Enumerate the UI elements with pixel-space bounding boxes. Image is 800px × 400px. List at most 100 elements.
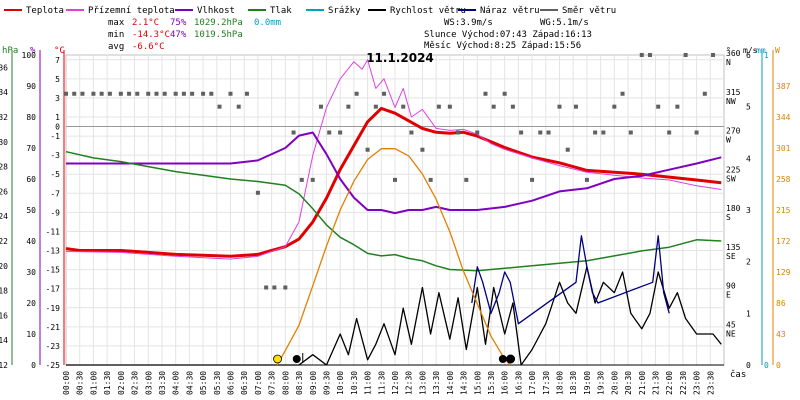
wind-direction-point bbox=[255, 190, 260, 195]
axis-hpa-tick: 1012 bbox=[0, 361, 8, 370]
axis-degc-tick: 7 bbox=[55, 56, 60, 65]
wind-direction-point bbox=[72, 91, 77, 96]
axis-dir-cardinal: NE bbox=[726, 329, 736, 338]
wind-direction-point bbox=[584, 177, 589, 182]
wind-direction-point bbox=[510, 104, 515, 109]
axis-degc-tick: -19 bbox=[46, 304, 61, 313]
axis-wm2-tick: 129 bbox=[776, 268, 791, 277]
stat-min-temp: -14.3°C bbox=[132, 30, 170, 40]
axis-pct-tick: 10 bbox=[26, 330, 36, 339]
x-tick-label: 02:30 bbox=[131, 371, 140, 395]
legend-label: Směr větru bbox=[562, 6, 616, 16]
axis-degc-tick: -5 bbox=[50, 170, 60, 179]
wind-direction-point bbox=[173, 91, 178, 96]
x-tick-label: 16:30 bbox=[514, 371, 523, 395]
axis-dir-tick: 270 bbox=[726, 127, 741, 136]
wind-direction-point bbox=[272, 285, 277, 290]
wind-direction-point bbox=[127, 91, 132, 96]
legend: Teplota Přízemní teplota Vlhkost Tlak Srážky… bbox=[4, 6, 616, 16]
wind-direction-point bbox=[519, 130, 524, 135]
axis-ms-tick: 2 bbox=[746, 258, 751, 267]
wind-direction-point bbox=[612, 104, 617, 109]
axis-wm2-tick: 0 bbox=[776, 361, 781, 370]
axis-pct-tick: 40 bbox=[26, 237, 36, 246]
axis-hpa-tick: 1026 bbox=[0, 187, 8, 196]
stat-max-hum: 75% bbox=[170, 18, 187, 28]
chart-title: 11.1.2024 bbox=[366, 51, 434, 65]
wind-direction-point bbox=[80, 91, 85, 96]
x-tick-label: 04:30 bbox=[185, 371, 194, 395]
wind-direction-point bbox=[420, 147, 425, 152]
wind-direction-point bbox=[647, 53, 652, 57]
axis-hpa-tick: 1028 bbox=[0, 163, 8, 172]
axis-degc-tick: -3 bbox=[50, 151, 60, 160]
axis-mm-label: mm bbox=[756, 46, 766, 55]
axis-ms-tick: 5 bbox=[746, 103, 751, 112]
wind-direction-point bbox=[702, 91, 707, 96]
stat-avg-label: avg bbox=[108, 42, 124, 52]
wind-direction-point bbox=[683, 53, 688, 57]
axis-pct-tick: 90 bbox=[26, 82, 36, 91]
x-tick-label: 13:30 bbox=[432, 371, 441, 395]
wind-direction-point bbox=[346, 104, 351, 109]
axis-hpa-tick: 1030 bbox=[0, 138, 8, 147]
series-p-zemn-teplota bbox=[65, 59, 722, 260]
axis-pct-tick: 60 bbox=[26, 175, 36, 184]
axis-wm2-tick: 344 bbox=[776, 113, 791, 122]
x-tick-label: 08:00 bbox=[281, 371, 290, 395]
x-tick-label: 19:00 bbox=[583, 371, 592, 395]
stats-panel: max 2.1°C 75% 1029.2hPa 0.0mm min -14.3°… bbox=[108, 18, 592, 52]
wind-direction-point bbox=[483, 91, 488, 96]
x-tick-label: 22:30 bbox=[679, 371, 688, 395]
wind-direction-point bbox=[283, 285, 288, 290]
x-tick-label: 17:30 bbox=[542, 371, 551, 395]
x-tick-label: 20:30 bbox=[624, 371, 633, 395]
axis-degc-tick: -15 bbox=[46, 266, 61, 275]
axis-wm2-label: W bbox=[775, 46, 780, 55]
x-tick-label: 04:00 bbox=[172, 371, 181, 395]
x-tick-label: 14:00 bbox=[446, 371, 455, 395]
wind-direction-point bbox=[327, 130, 332, 135]
wind-direction-point bbox=[107, 91, 112, 96]
wind-direction-point bbox=[310, 177, 315, 182]
series-rychlost-v-tru bbox=[66, 266, 722, 366]
axis-ms-tick: 6 bbox=[746, 51, 751, 60]
axes: 00:00 00:30 01:00 01:30 02:00 02:30 03:00 03:30… bbox=[0, 46, 791, 395]
axis-pct-tick: 100 bbox=[22, 51, 37, 60]
axis-ms-tick: 3 bbox=[746, 206, 751, 215]
x-tick-label: 05:30 bbox=[213, 371, 222, 395]
axis-dir-cardinal: E bbox=[726, 291, 731, 300]
axis-degc-tick: 1 bbox=[55, 113, 60, 122]
x-tick-label: 10:30 bbox=[350, 371, 359, 395]
x-tick-label: 18:00 bbox=[556, 371, 565, 395]
wind-direction-point bbox=[318, 104, 323, 109]
axis-degc-tick: 3 bbox=[55, 94, 60, 103]
axis-wm2-tick: 215 bbox=[776, 206, 791, 215]
wind-direction-point bbox=[338, 130, 343, 135]
wind-direction-point bbox=[546, 130, 551, 135]
axis-degc-tick: -9 bbox=[50, 208, 60, 217]
wind-direction-point bbox=[656, 104, 661, 109]
wind-direction-point bbox=[538, 130, 543, 135]
axis-hpa-tick: 1020 bbox=[0, 262, 8, 271]
axis-pct-tick: 20 bbox=[26, 299, 36, 308]
series-vlhkost bbox=[66, 131, 722, 215]
wind-direction-point bbox=[694, 130, 699, 135]
axis-ms-tick: 4 bbox=[746, 154, 751, 163]
x-tick-label: 12:00 bbox=[391, 371, 400, 395]
wind-direction-point bbox=[209, 91, 214, 96]
x-tick-label: 07:30 bbox=[268, 371, 277, 395]
axis-dir-cardinal: S bbox=[726, 213, 731, 222]
axis-degc-tick: -25 bbox=[46, 361, 61, 370]
series-layer bbox=[64, 53, 722, 366]
wind-direction-point bbox=[162, 91, 167, 96]
axis-hpa-tick: 1018 bbox=[0, 287, 8, 296]
wind-direction-point bbox=[475, 130, 480, 135]
legend-label: Tlak bbox=[270, 6, 292, 16]
axis-wm2-tick: 387 bbox=[776, 82, 791, 91]
axis-ms-label: m/s bbox=[743, 46, 758, 55]
axis-hpa-tick: 1022 bbox=[0, 237, 8, 246]
axis-hpa-label: hPa bbox=[2, 46, 18, 56]
